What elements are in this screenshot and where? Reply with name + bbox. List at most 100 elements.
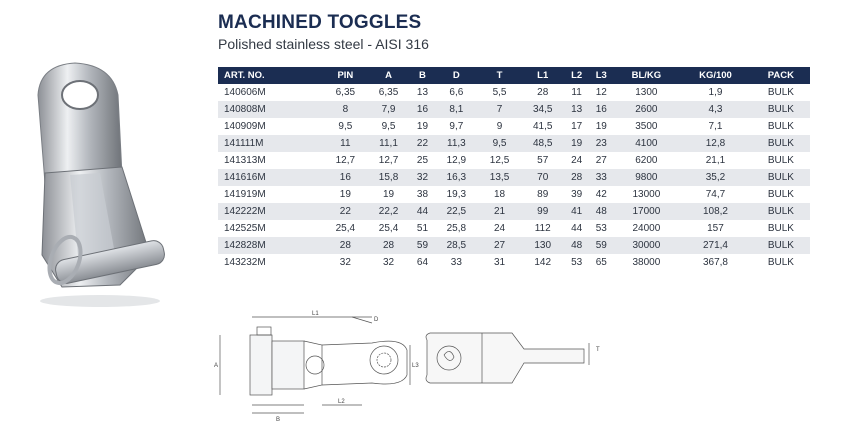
table-cell: BULK: [751, 135, 810, 152]
table-cell: 53: [571, 257, 583, 268]
table-cell: BULK: [751, 169, 810, 186]
product-photo: [37, 62, 165, 307]
column-header: ART. NO.: [218, 67, 324, 84]
table-cell: 9800: [613, 169, 680, 186]
table-cell: 32: [410, 169, 435, 186]
table-cell: 48: [564, 237, 589, 254]
table-cell: 11,3: [434, 135, 478, 152]
table-cell: 140909M: [224, 121, 266, 132]
table-cell: 27: [477, 237, 522, 254]
table-row: 141313M 12,7 12,7 25 12,9 12,5 57 24 27 6200 21,1 B…: [218, 152, 810, 169]
table-cell: 89: [537, 189, 549, 200]
table-cell: 18: [493, 189, 506, 200]
table-cell: 25: [416, 155, 429, 166]
table-cell: 1300: [635, 87, 658, 98]
column-header: B: [410, 67, 435, 84]
table-cell: 141919M: [224, 189, 266, 200]
table-cell: 28: [323, 237, 367, 254]
column-header: A: [366, 67, 411, 84]
table-cell: 28,5: [434, 237, 478, 254]
table-cell: 74,7: [705, 189, 726, 200]
table-cell: 142525M: [224, 223, 266, 234]
table-cell: 4,3: [679, 101, 752, 118]
table-cell: 8: [323, 101, 367, 118]
table-cell: 28: [537, 87, 549, 98]
table-cell: 130: [521, 237, 565, 254]
table-cell: 7,9: [366, 101, 411, 118]
table-cell: 9: [496, 121, 503, 132]
table-cell: 48,5: [521, 135, 565, 152]
dim-label-a: A: [214, 363, 218, 369]
table-cell: 23: [588, 135, 614, 152]
table-cell: 142828M: [218, 237, 324, 254]
table-cell: 157: [707, 223, 724, 234]
table-cell: 16,3: [434, 169, 478, 186]
table-cell: 21,1: [705, 155, 726, 166]
table-cell: BULK: [767, 155, 794, 166]
table-cell: 25,4: [335, 223, 356, 234]
table-row: 142222M 22 22,2 44 22,5 21 99 41 48 17000 108,2 BUL…: [218, 203, 810, 220]
table-cell: 6200: [635, 155, 658, 166]
table-cell: 1,9: [708, 87, 723, 98]
table-row: 141616M 16 15,8 32 16,3 13,5 70 28 33 9800 35,2 BUL…: [218, 169, 810, 186]
table-cell: BULK: [751, 237, 810, 254]
table-cell: 34,5: [521, 101, 565, 118]
table-row: 143232M 32 32 64 33 31 142 53 65 38000 367,8 BULK: [218, 254, 810, 271]
table-cell: 59: [410, 237, 435, 254]
table-cell: 24000: [632, 223, 661, 234]
table-cell: 11: [323, 135, 367, 152]
table-cell: 7,1: [708, 121, 723, 132]
spec-table: ART. NO. PIN A B D T L1 L2 L3 BL/KG KG/100 PACK 140…: [218, 67, 810, 271]
table-cell: 13000: [632, 189, 661, 200]
table-cell: 11: [571, 87, 582, 98]
table-cell: 11,1: [366, 135, 411, 152]
table-row: 141919M 19 19 38 19,3 18 89 39 42 13000 74,7 BULK: [218, 186, 810, 203]
table-row: 142525M 25,4 25,4 51 25,8 24 112 44 53 24000 157 BU…: [218, 220, 810, 237]
dim-label-l2: L2: [338, 399, 345, 405]
table-cell: BULK: [767, 121, 794, 132]
column-header: BL/KG: [613, 67, 680, 84]
table-cell: BULK: [767, 223, 794, 234]
table-cell: 65: [595, 257, 607, 268]
table-cell: 27: [595, 155, 607, 166]
table-cell: 31: [493, 257, 506, 268]
table-cell: 24: [571, 155, 583, 166]
page-title: MACHINED TOGGLES: [218, 12, 422, 33]
table-cell: 19,3: [446, 189, 467, 200]
table-cell: 19: [339, 189, 351, 200]
table-cell: 12: [595, 87, 607, 98]
table-cell: 367,8: [702, 257, 728, 268]
column-header: L3: [588, 67, 614, 84]
page-subtitle: Polished stainless steel - AISI 316: [218, 36, 429, 52]
table-cell: 21: [477, 203, 522, 220]
table-cell: BULK: [767, 87, 794, 98]
table-cell: 12,5: [489, 155, 510, 166]
table-cell: 6,6: [449, 87, 464, 98]
table-cell: 64: [416, 257, 429, 268]
table-cell: 53: [595, 223, 607, 234]
table-cell: 140808M: [218, 101, 324, 118]
table-cell: 38: [416, 189, 429, 200]
table-cell: BULK: [751, 203, 810, 220]
table-cell: BULK: [751, 101, 810, 118]
dim-label-t: T: [596, 347, 600, 353]
table-row: 141111M 11 11,1 22 11,3 9,5 48,5 19 23 4100 12,8 BU…: [218, 135, 810, 152]
table-cell: 17: [571, 121, 583, 132]
table-cell: 16: [588, 101, 614, 118]
column-header: PIN: [323, 67, 367, 84]
table-cell: 12,8: [679, 135, 752, 152]
table-row: 142828M 28 28 59 28,5 27 130 48 59 30000 271,4 BULK: [218, 237, 810, 254]
table-cell: 17000: [613, 203, 680, 220]
table-cell: 32: [382, 257, 395, 268]
table-cell: 19: [564, 135, 589, 152]
column-header: T: [477, 67, 522, 84]
table-cell: 15,8: [366, 169, 411, 186]
table-cell: 9,7: [449, 121, 464, 132]
table-cell: 143232M: [224, 257, 266, 268]
table-cell: 9,5: [381, 121, 396, 132]
table-cell: 13: [564, 101, 589, 118]
table-cell: 5,5: [492, 87, 507, 98]
table-cell: 32: [339, 257, 351, 268]
table-cell: 7: [477, 101, 522, 118]
table-cell: 44: [410, 203, 435, 220]
